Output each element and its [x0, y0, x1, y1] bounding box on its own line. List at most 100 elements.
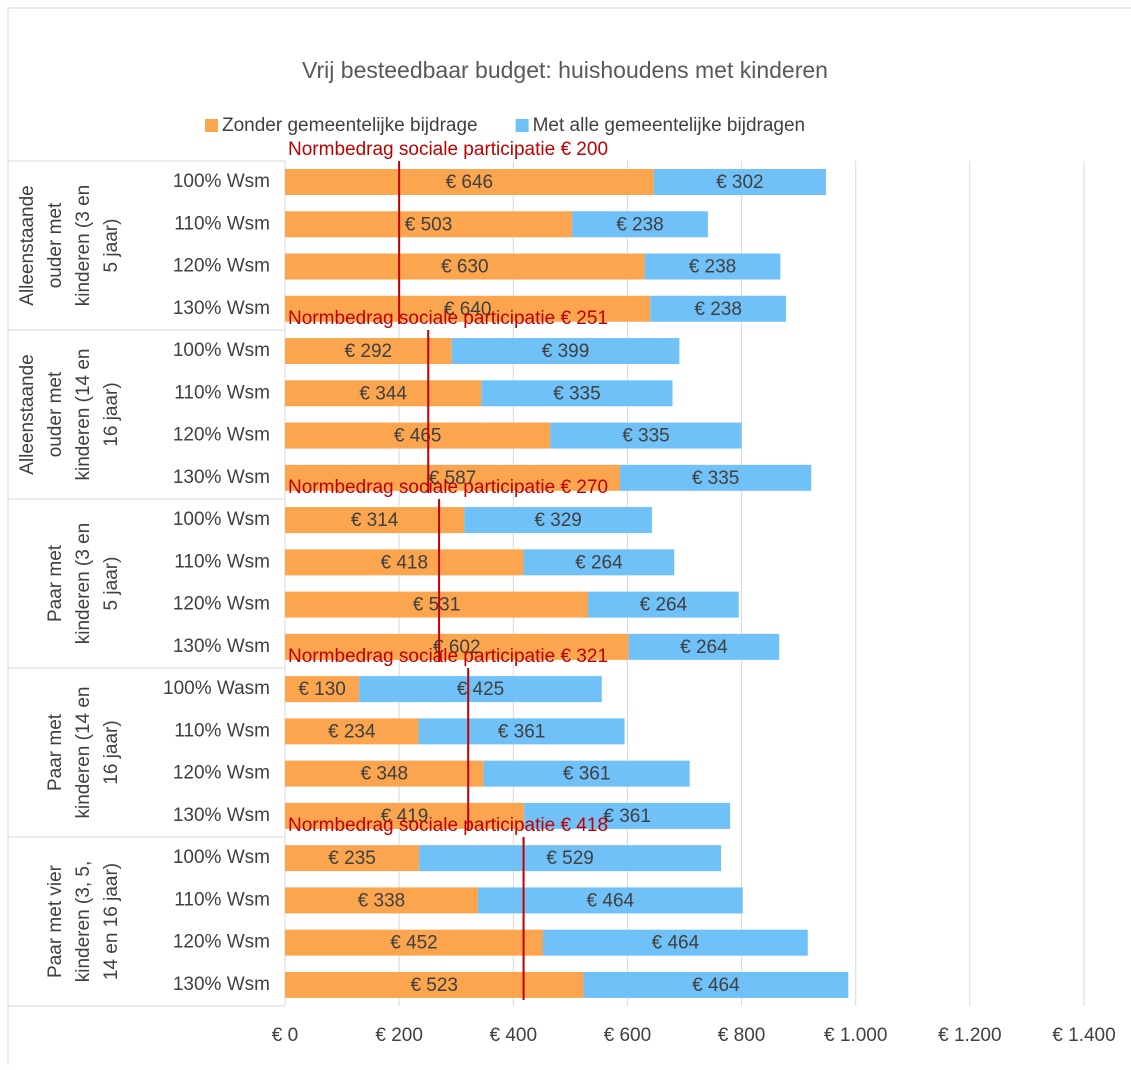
data-label: € 361 — [563, 764, 611, 785]
y-tick-label: 120% Wsm — [173, 425, 270, 446]
data-label: € 529 — [546, 848, 594, 869]
y-tick-label: 110% Wsm — [174, 382, 270, 403]
data-label: € 531 — [413, 595, 461, 616]
bar-segment — [628, 633, 780, 660]
y-tick-label: 110% Wsm — [174, 551, 270, 572]
bar-segment — [451, 338, 680, 365]
data-label: € 348 — [361, 764, 409, 785]
y-tick-label: 100% Wsm — [173, 171, 270, 192]
legend-swatch — [515, 119, 529, 132]
bar-segment — [550, 422, 742, 449]
legend-swatch — [205, 119, 218, 132]
group-label: ouder met — [45, 202, 66, 288]
group-label: kinderen (14 en — [73, 348, 94, 480]
data-label: € 235 — [328, 848, 376, 869]
y-tick-label: 100% Wsm — [173, 847, 270, 868]
data-label: € 630 — [441, 257, 489, 278]
group-label: 16 jaar) — [101, 720, 122, 784]
bar-segment — [644, 253, 781, 280]
data-label: € 329 — [534, 510, 582, 531]
data-label: € 302 — [716, 172, 764, 193]
y-tick-label: 130% Wsm — [173, 467, 270, 488]
bar-segment — [285, 676, 360, 703]
x-tick-label: € 1.000 — [824, 1025, 887, 1046]
bar-segment — [285, 253, 645, 280]
bar-segment — [285, 338, 452, 365]
data-label: € 602 — [433, 637, 481, 658]
bar-segment — [285, 971, 584, 998]
reference-label: Normbedrag sociale participatie € 418 — [288, 815, 608, 836]
data-label: € 399 — [542, 341, 590, 362]
x-tick-label: € 1.200 — [938, 1025, 1001, 1046]
y-tick-label: 120% Wsm — [173, 763, 270, 784]
bar-segment — [285, 718, 419, 745]
bar-segment — [285, 295, 651, 322]
bar-segment — [285, 760, 484, 787]
y-tick-label: 100% Wsm — [173, 340, 270, 361]
data-label: € 314 — [351, 510, 399, 531]
bar-segment — [572, 211, 708, 238]
data-label: € 238 — [694, 299, 742, 320]
bar-segment — [285, 549, 524, 576]
chart-title: Vrij besteedbaar budget: huishoudens met… — [302, 57, 828, 83]
x-tick-label: € 600 — [604, 1025, 652, 1046]
bar-segment — [285, 507, 465, 534]
data-label: € 361 — [603, 806, 651, 827]
data-label: € 425 — [457, 679, 505, 700]
group-label: Alleenstaande — [17, 354, 38, 474]
legend-label: Met alle gemeentelijke bijdragen — [533, 115, 806, 136]
y-tick-label: 130% Wsm — [173, 636, 270, 657]
data-label: € 335 — [622, 426, 670, 447]
bar-segment — [483, 760, 690, 787]
y-tick-label: 130% Wsm — [173, 805, 270, 826]
data-label: € 238 — [616, 214, 664, 235]
bar-segment — [481, 380, 673, 407]
y-tick-label: 110% Wsm — [174, 213, 270, 234]
data-label: € 419 — [381, 806, 429, 827]
bar-segment — [523, 549, 675, 576]
reference-label: Normbedrag sociale participatie € 200 — [288, 139, 608, 160]
bar-segment — [418, 718, 625, 745]
data-label: € 130 — [298, 679, 346, 700]
group-label: kinderen (3 en — [73, 523, 94, 644]
x-tick-label: € 400 — [490, 1025, 538, 1046]
group-label: Paar met — [45, 713, 66, 791]
reference-label: Normbedrag sociale participatie € 270 — [288, 477, 608, 498]
y-tick-label: 120% Wsm — [173, 256, 270, 277]
data-label: € 418 — [381, 552, 429, 573]
bar-segment — [524, 802, 731, 829]
bar-segment — [285, 464, 621, 491]
data-label: € 335 — [553, 383, 601, 404]
data-label: € 234 — [328, 721, 376, 742]
data-label: € 464 — [692, 975, 740, 996]
data-label: € 361 — [498, 721, 546, 742]
bar-segment — [464, 507, 652, 534]
y-tick-label: 110% Wsm — [174, 720, 270, 741]
group-label: Paar met vier — [45, 864, 66, 978]
x-tick-label: € 200 — [375, 1025, 423, 1046]
bar-segment — [419, 845, 722, 872]
bar-segment — [653, 169, 827, 195]
x-tick-label: € 0 — [272, 1025, 298, 1046]
bar-segment — [285, 169, 654, 195]
y-tick-label: 100% Wsm — [173, 509, 270, 530]
x-tick-label: € 800 — [718, 1025, 766, 1046]
data-label: € 292 — [345, 341, 393, 362]
data-label: € 264 — [640, 595, 688, 616]
reference-label: Normbedrag sociale participatie € 321 — [288, 646, 608, 667]
group-label: 5 jaar) — [101, 557, 122, 611]
bar-segment — [285, 633, 629, 660]
group-label: 5 jaar) — [101, 219, 122, 273]
bar-segment — [620, 464, 812, 491]
data-label: € 464 — [652, 933, 700, 954]
data-label: € 264 — [680, 637, 728, 658]
data-label: € 523 — [410, 975, 458, 996]
group-label: 16 jaar) — [101, 382, 122, 446]
bar-segment — [285, 422, 551, 449]
bar-segment — [588, 591, 739, 618]
group-label: ouder met — [45, 371, 66, 457]
bar-segment — [583, 971, 849, 998]
data-label: € 335 — [692, 468, 740, 489]
data-label: € 587 — [429, 468, 477, 489]
